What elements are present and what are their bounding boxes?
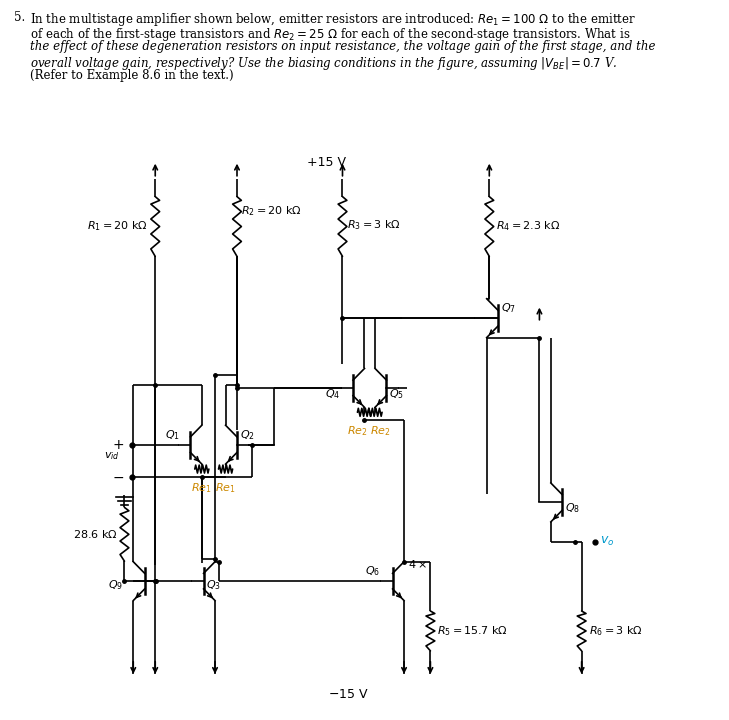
Text: of each of the first-stage transistors and $Re_2 = 25\ \Omega$ for each of the s: of each of the first-stage transistors a… (29, 26, 630, 42)
Text: (Refer to Example 8.6 in the text.): (Refer to Example 8.6 in the text.) (29, 69, 233, 82)
Text: $R_2 = 20\ \mathrm{k\Omega}$: $R_2 = 20\ \mathrm{k\Omega}$ (241, 204, 303, 218)
Text: In the multistage amplifier shown below, emitter resistors are introduced: $Re_1: In the multistage amplifier shown below,… (29, 12, 636, 28)
Text: $R_5 = 15.7\ \mathrm{k\Omega}$: $R_5 = 15.7\ \mathrm{k\Omega}$ (437, 624, 508, 638)
Text: $Q_3$: $Q_3$ (206, 578, 221, 592)
Text: $Q_4$: $Q_4$ (325, 387, 340, 401)
Text: $4\times$: $4\times$ (408, 558, 426, 570)
Text: $v_o$: $v_o$ (600, 535, 615, 549)
Text: $R_4 = 2.3\ \mathrm{k\Omega}$: $R_4 = 2.3\ \mathrm{k\Omega}$ (496, 220, 561, 233)
Text: $Re_1$: $Re_1$ (192, 481, 212, 495)
Text: $Q_8$: $Q_8$ (565, 502, 580, 516)
Text: $Re_2$: $Re_2$ (370, 424, 391, 438)
Text: $Q_1$: $Q_1$ (165, 428, 180, 441)
Text: $Q_9$: $Q_9$ (108, 578, 122, 592)
Text: +: + (113, 438, 125, 451)
Text: 5.: 5. (14, 12, 25, 24)
Text: $v_{id}$: $v_{id}$ (104, 450, 120, 462)
Text: +15 V: +15 V (307, 156, 346, 169)
Text: overall voltage gain, respectively? Use the biasing conditions in the figure, as: overall voltage gain, respectively? Use … (29, 55, 617, 72)
Text: $-$: $-$ (112, 470, 125, 484)
Text: $R_1 = 20\ \mathrm{k\Omega}$: $R_1 = 20\ \mathrm{k\Omega}$ (87, 220, 148, 233)
Text: $-15\ \mathrm{V}$: $-15\ \mathrm{V}$ (328, 688, 369, 701)
Text: $Re_1$: $Re_1$ (215, 481, 236, 495)
Text: $Q_5$: $Q_5$ (389, 387, 404, 401)
Text: $Re_2$: $Re_2$ (347, 424, 368, 438)
Text: $Q_6$: $Q_6$ (365, 564, 381, 578)
Text: the effect of these degeneration resistors on input resistance, the voltage gain: the effect of these degeneration resisto… (29, 40, 655, 53)
Text: $R_6 = 3\ \mathrm{k\Omega}$: $R_6 = 3\ \mathrm{k\Omega}$ (588, 624, 642, 638)
Text: $Q_2$: $Q_2$ (240, 428, 254, 441)
Text: $Q_7$: $Q_7$ (501, 301, 515, 315)
Text: $R_3 = 3\ \mathrm{k\Omega}$: $R_3 = 3\ \mathrm{k\Omega}$ (347, 219, 401, 233)
Text: $28.6\ \mathrm{k\Omega}$: $28.6\ \mathrm{k\Omega}$ (73, 528, 117, 540)
